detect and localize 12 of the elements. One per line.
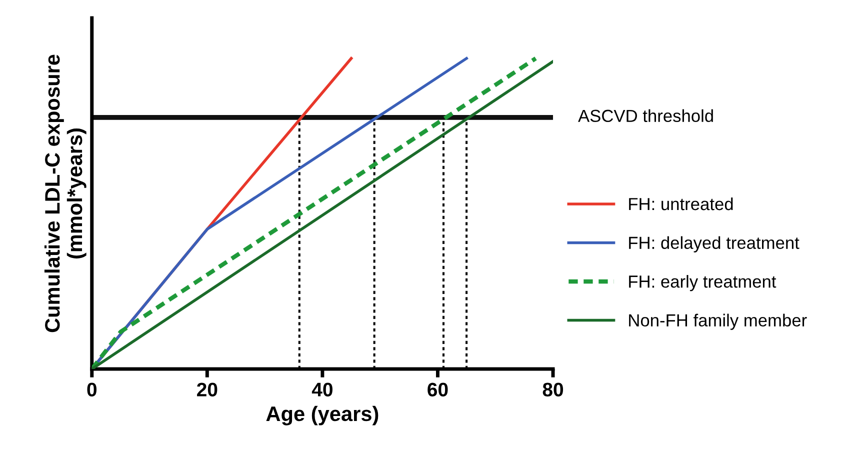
- legend-label: FH: delayed treatment: [629, 236, 800, 252]
- x-axis-title: Age (years): [266, 406, 378, 426]
- x-tick-label: 20: [197, 382, 218, 396]
- y-axis-title: Cumulative LDL-C exposure (mmol*years): [44, 54, 86, 332]
- ref-line-label: ASCVD threshold: [578, 109, 713, 122]
- x-tick-label: 40: [312, 382, 332, 396]
- legend-label: FH: early treatment: [629, 274, 776, 292]
- x-tick-label: 80: [542, 382, 564, 396]
- legend-label: FH: untreated: [629, 197, 733, 210]
- x-tick-label: 60: [428, 382, 448, 396]
- legend-label: Non-FH family member: [629, 314, 807, 330]
- x-tick-label: 0: [87, 382, 96, 396]
